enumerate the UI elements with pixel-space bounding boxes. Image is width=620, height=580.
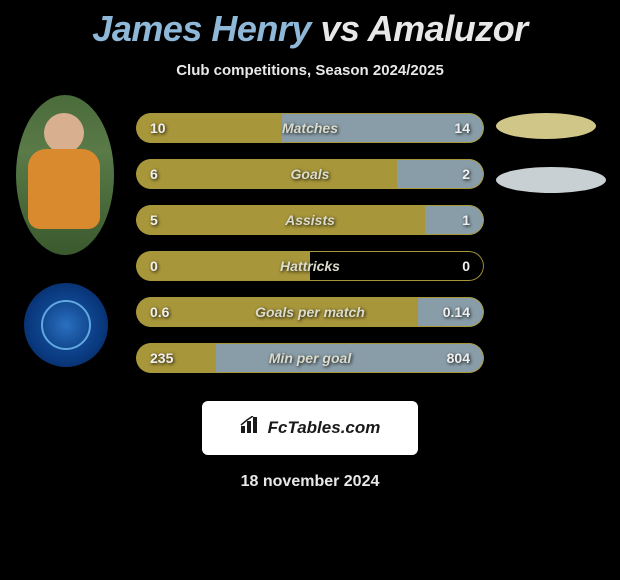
stat-label: Matches — [136, 113, 484, 143]
stats-column: 1014Matches 62Goals 51Assists 00Hattricks 0.… — [136, 113, 484, 389]
stat-label: Goals — [136, 159, 484, 189]
date-label: 18 november 2024 — [0, 473, 620, 491]
stat-label: Hattricks — [136, 251, 484, 281]
stat-row: 235804Min per goal — [136, 343, 484, 373]
page-title: James Henry vs Amaluzor — [0, 0, 620, 50]
color-key — [496, 113, 606, 221]
subtitle: Club competitions, Season 2024/2025 — [0, 62, 620, 79]
color-key-right — [496, 167, 606, 193]
stat-row: 00Hattricks — [136, 251, 484, 281]
stat-row: 0.60.14Goals per match — [136, 297, 484, 327]
brand-badge[interactable]: FcTables.com — [202, 401, 418, 455]
title-player-left: James Henry — [92, 8, 311, 49]
brand-text: FcTables.com — [268, 418, 381, 438]
stat-label: Goals per match — [136, 297, 484, 327]
club-crest — [24, 283, 108, 367]
title-player-right: Amaluzor — [368, 8, 528, 49]
bar-chart-icon — [240, 416, 262, 440]
color-key-left — [496, 113, 596, 139]
stat-row: 62Goals — [136, 159, 484, 189]
stat-label: Assists — [136, 205, 484, 235]
player-photo — [16, 95, 114, 255]
avatars-column — [10, 95, 120, 367]
stat-row: 51Assists — [136, 205, 484, 235]
stat-row: 1014Matches — [136, 113, 484, 143]
stat-label: Min per goal — [136, 343, 484, 373]
comparison-content: 1014Matches 62Goals 51Assists 00Hattricks 0.… — [0, 101, 620, 391]
title-vs: vs — [320, 8, 359, 49]
